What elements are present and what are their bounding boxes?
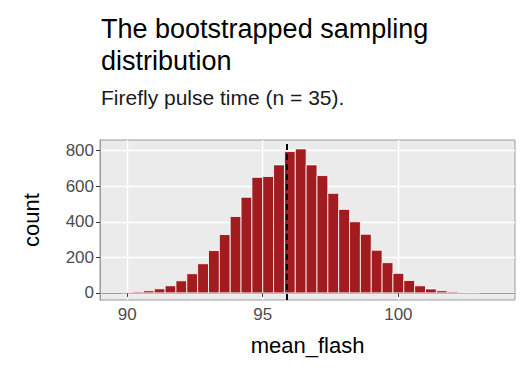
svg-text:100: 100: [384, 305, 412, 324]
svg-text:0: 0: [85, 283, 94, 302]
svg-text:400: 400: [66, 212, 94, 231]
svg-text:600: 600: [66, 177, 94, 196]
svg-text:distribution: distribution: [101, 46, 232, 76]
svg-text:Firefly pulse time (n = 35).: Firefly pulse time (n = 35).: [101, 86, 344, 109]
svg-text:count: count: [19, 193, 44, 247]
svg-text:mean_flash: mean_flash: [251, 333, 365, 358]
svg-text:200: 200: [66, 248, 94, 267]
svg-text:90: 90: [118, 305, 137, 324]
svg-text:800: 800: [66, 141, 94, 160]
svg-text:95: 95: [253, 305, 272, 324]
svg-text:The bootstrapped sampling: The bootstrapped sampling: [101, 14, 436, 44]
